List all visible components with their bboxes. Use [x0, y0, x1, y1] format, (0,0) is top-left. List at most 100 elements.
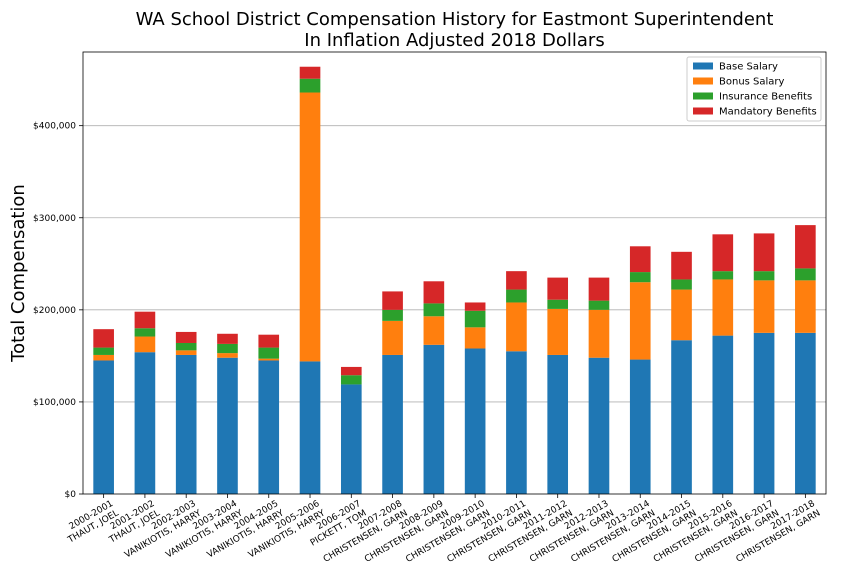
legend-swatch: [693, 62, 713, 70]
bar-segment: [382, 354, 403, 494]
y-tick-label: $100,000: [33, 398, 76, 408]
bar-segment: [753, 271, 775, 281]
bar-segment: [671, 340, 692, 494]
legend-swatch: [693, 107, 713, 115]
bar-segment: [547, 299, 569, 309]
bar-segment: [93, 347, 114, 355]
bar-stack: [382, 291, 403, 494]
bar-segment: [464, 327, 486, 349]
bar-segment: [93, 360, 114, 494]
plot-frame: [82, 51, 827, 495]
legend-label: Base Salary: [719, 62, 778, 73]
legend-label: Mandatory Benefits: [719, 107, 817, 118]
bar-segment: [258, 360, 280, 494]
bar-segment: [753, 332, 775, 494]
bar-stack: [217, 333, 238, 494]
bar-segment: [423, 344, 445, 494]
bar-segment: [464, 302, 486, 311]
y-tick-label: $0: [65, 490, 77, 500]
bar-segment: [795, 332, 816, 494]
bar-segment: [423, 281, 445, 304]
bar-segment: [299, 78, 321, 93]
legend-label: Bonus Salary: [719, 77, 785, 88]
y-axis-label: Total Compensation: [8, 184, 29, 363]
bar-segment: [506, 302, 527, 352]
bar-segment: [299, 361, 321, 494]
y-tick-label: $400,000: [33, 122, 76, 132]
bar-segment: [93, 354, 114, 361]
bar-segment: [547, 308, 569, 355]
bar-segment: [712, 335, 734, 494]
bar-segment: [258, 334, 280, 348]
bar-segment: [795, 280, 816, 333]
bar-segment: [629, 282, 651, 360]
chart-title: WA School District Compensation History …: [136, 9, 774, 51]
y-tick-label: $200,000: [33, 306, 76, 316]
bar-segment: [340, 375, 362, 385]
bar-segment: [629, 246, 651, 273]
bar-segment: [712, 271, 734, 280]
bar-stack: [423, 281, 445, 494]
bar-segment: [258, 347, 280, 359]
bar-segment: [382, 320, 403, 355]
bar-stack: [464, 302, 486, 494]
y-tick-label: $300,000: [33, 214, 76, 224]
bar-stack: [93, 329, 114, 494]
bar-segment: [217, 333, 238, 344]
bar-segment: [423, 316, 445, 345]
bar-segment: [175, 342, 197, 351]
bar-segment: [753, 280, 775, 333]
legend-label: Insurance Benefits: [719, 92, 812, 103]
bar-stack: [175, 331, 197, 494]
bar-segment: [134, 352, 156, 494]
bar-stack: [506, 271, 527, 494]
bar-segment: [588, 277, 610, 301]
bar-segment: [175, 354, 197, 494]
legend-swatch: [693, 77, 713, 85]
bar-segment: [712, 234, 734, 272]
chart-title-line: WA School District Compensation History …: [136, 9, 774, 30]
bar-segment: [547, 354, 569, 494]
bar-stack: [671, 251, 692, 494]
bar-segment: [217, 353, 238, 358]
bar-segment: [629, 272, 651, 283]
legend-swatch: [693, 92, 713, 100]
bar-segment: [423, 303, 445, 317]
bar-segment: [175, 331, 197, 343]
bar-stack: [753, 233, 775, 494]
legend: Base Salary Bonus Salary Insurance Benefit…: [686, 56, 822, 122]
bar-segment: [795, 225, 816, 269]
bar-stack: [547, 277, 569, 494]
bar-segment: [299, 66, 321, 79]
bar-segment: [93, 329, 114, 348]
bar-segment: [340, 384, 362, 494]
bar-segment: [134, 328, 156, 337]
bar-stack: [588, 277, 610, 494]
bar-stack: [134, 311, 156, 494]
bar-segment: [712, 279, 734, 336]
bar-segment: [258, 358, 280, 361]
bar-segment: [795, 268, 816, 281]
bar-segment: [464, 348, 486, 494]
bar-segment: [506, 351, 527, 494]
bar-segment: [382, 291, 403, 310]
bar-segment: [671, 251, 692, 280]
bar-segment: [506, 271, 527, 290]
bar-segment: [629, 359, 651, 494]
bar-segment: [134, 311, 156, 329]
bar-segment: [217, 357, 238, 494]
bar-segment: [175, 350, 197, 355]
chart-title-line: In Inflation Adjusted 2018 Dollars: [304, 30, 604, 51]
bar-segment: [588, 300, 610, 310]
bar-stack: [795, 225, 816, 494]
bar-segment: [340, 366, 362, 376]
bar-stack: [258, 334, 280, 494]
bar-stack: [629, 246, 651, 494]
bar-stack: [299, 66, 321, 494]
bar-stack: [712, 234, 734, 494]
bar-segment: [753, 233, 775, 272]
legend-box: [686, 56, 822, 122]
bar-segment: [547, 277, 569, 300]
